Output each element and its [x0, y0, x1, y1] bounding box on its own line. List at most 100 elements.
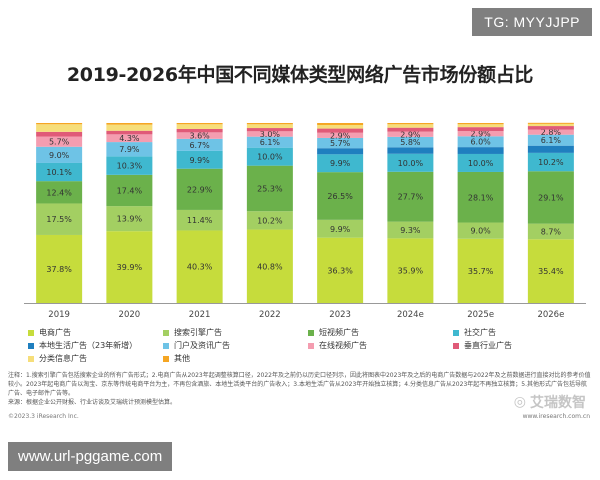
- data-label-2026e-6: 2.8%: [541, 128, 562, 137]
- legend-swatch: [163, 355, 169, 362]
- bar-segment-2025e-2: [457, 171, 504, 223]
- bar-segment-2024e-5: [387, 136, 434, 148]
- data-label-2019-2: 12.4%: [46, 188, 72, 197]
- legend-label: 本地生活广告（23年新增）: [39, 341, 138, 350]
- legend-item-1: 搜索引擎广告: [163, 327, 222, 338]
- data-label-2025e-6: 2.9%: [470, 130, 491, 139]
- bar-segment-2026e-8: [527, 123, 574, 127]
- chart-title: 2019-2026年中国不同媒体类型网络广告市场份额占比: [66, 64, 534, 86]
- bar-segment-2020-9: [106, 123, 153, 125]
- x-tick-label-2024e: 2024e: [397, 310, 424, 320]
- bar-segment-2021-5: [176, 138, 223, 151]
- data-label-2020-5: 7.9%: [119, 145, 140, 154]
- bar-segment-2025e-8: [457, 124, 504, 128]
- notes-text: 注释：1.搜索引擎广告包括搜索企业的所有广告形式；2.电商广告从2023年起调整…: [8, 372, 591, 397]
- data-label-2026e-3: 10.2%: [538, 158, 564, 167]
- data-label-2023-2: 26.5%: [327, 192, 353, 201]
- bar-segment-2019-5: [36, 146, 83, 163]
- legend-item-9: 其他: [163, 353, 190, 364]
- data-label-2019-6: 5.7%: [49, 138, 70, 147]
- legend-label: 分类信息广告: [39, 354, 87, 363]
- bar-segment-2026e-1: [527, 223, 574, 240]
- brand-logo-icon: ◎: [513, 394, 526, 410]
- x-tick-label-2022: 2022: [259, 310, 281, 320]
- data-label-2025e-1: 9.0%: [470, 227, 491, 236]
- legend-label: 在线视频广告: [319, 341, 367, 350]
- bar-segment-2020-6: [106, 134, 153, 143]
- data-label-2024e-1: 9.3%: [400, 226, 421, 235]
- bar-segment-2023-7: [317, 128, 364, 133]
- brand-watermark: ◎ 艾瑞数智: [514, 392, 586, 412]
- bar-segment-2019-2: [36, 181, 83, 204]
- legend-swatch: [453, 342, 459, 349]
- x-tick-label-2020: 2020: [119, 310, 141, 320]
- data-label-2023-3: 9.9%: [330, 159, 351, 168]
- bar-segment-2019-1: [36, 203, 83, 235]
- data-label-2020-2: 17.4%: [117, 187, 143, 196]
- bar-segment-2022-0: [246, 229, 293, 303]
- bar-segment-2025e-6: [457, 131, 504, 137]
- stacked-bar-chart: 37.8% 17.5% 12.4% 10.1% 9.0% 5.7% 2019 39.9% 13.…: [24, 122, 586, 320]
- legend-item-2: 短视频广告: [308, 327, 359, 338]
- legend-item-8: 分类信息广告: [28, 353, 87, 364]
- data-label-2026e-2: 29.1%: [538, 193, 564, 202]
- bar-segment-2022-9: [246, 123, 293, 125]
- legend-item-3: 社交广告: [453, 327, 496, 338]
- data-label-2019-3: 10.1%: [46, 168, 72, 177]
- data-label-2025e-2: 28.1%: [468, 193, 494, 202]
- bar-segment-2019-6: [36, 136, 83, 147]
- legend-swatch: [28, 329, 34, 336]
- legend-swatch: [308, 342, 314, 349]
- x-tick-label-2021: 2021: [189, 310, 211, 320]
- data-label-2022-0: 40.8%: [257, 262, 283, 271]
- bar-segment-2019-7: [36, 131, 83, 137]
- bar-segment-2021-7: [176, 128, 223, 133]
- bar-segment-2023-1: [317, 219, 364, 238]
- bar-segment-2026e-9: [527, 122, 574, 124]
- data-label-2025e-3: 10.0%: [468, 159, 494, 168]
- data-label-2022-5: 6.1%: [260, 138, 281, 147]
- bar-segment-2021-3: [176, 150, 223, 169]
- bar-segment-2024e-9: [387, 123, 434, 125]
- bar-segment-2022-6: [246, 131, 293, 137]
- x-tick-label-2019: 2019: [48, 310, 70, 320]
- data-label-2020-0: 39.9%: [117, 263, 143, 272]
- data-label-2019-1: 17.5%: [46, 215, 72, 224]
- bar-segment-2021-1: [176, 209, 223, 231]
- data-label-2022-1: 10.2%: [257, 216, 283, 225]
- bar-segment-2023-9: [317, 123, 364, 125]
- bar-segment-2025e-3: [457, 153, 504, 172]
- data-label-2021-5: 6.7%: [189, 141, 210, 150]
- legend-item-7: 垂直行业广告: [453, 340, 512, 351]
- data-label-2020-3: 10.3%: [117, 162, 143, 171]
- data-label-2021-3: 9.9%: [189, 156, 210, 165]
- bar-segment-2026e-6: [527, 129, 574, 135]
- x-tick-label-2023: 2023: [329, 310, 351, 320]
- data-label-2023-0: 36.3%: [327, 266, 353, 275]
- data-label-2019-0: 37.8%: [46, 265, 72, 274]
- bar-segment-2021-9: [176, 123, 223, 125]
- bar-segment-2024e-4: [387, 147, 434, 154]
- data-label-2026e-0: 35.4%: [538, 267, 564, 276]
- chart-area: 37.8% 17.5% 12.4% 10.1% 9.0% 5.7% 2019 39.9% 13.…: [10, 115, 590, 340]
- bar-segment-2026e-3: [527, 152, 574, 172]
- data-label-2022-3: 10.0%: [257, 153, 283, 162]
- data-label-2020-6: 4.3%: [119, 134, 140, 143]
- data-label-2021-1: 11.4%: [187, 216, 213, 225]
- bar-segment-2020-7: [106, 130, 153, 135]
- legend-swatch: [163, 329, 169, 336]
- bar-segment-2026e-5: [527, 134, 574, 146]
- bar-segment-2020-8: [106, 124, 153, 131]
- data-label-2024e-3: 10.0%: [398, 159, 424, 168]
- source-text: 来源：根据企业公开财报、行业访谈及艾瑞统计预测模型估算。: [8, 399, 177, 406]
- legend-label: 门户及资讯广告: [174, 341, 230, 350]
- legend-item-0: 电商广告: [28, 327, 71, 338]
- legend-label: 垂直行业广告: [464, 341, 512, 350]
- bar-segment-2020-2: [106, 174, 153, 207]
- bar-segment-2023-3: [317, 154, 364, 173]
- legend-swatch: [308, 329, 314, 336]
- legend-label: 搜索引擎广告: [174, 328, 222, 337]
- bar-segment-2019-9: [36, 123, 83, 125]
- data-label-2023-6: 2.9%: [330, 131, 351, 140]
- bar-segment-2026e-0: [527, 239, 574, 303]
